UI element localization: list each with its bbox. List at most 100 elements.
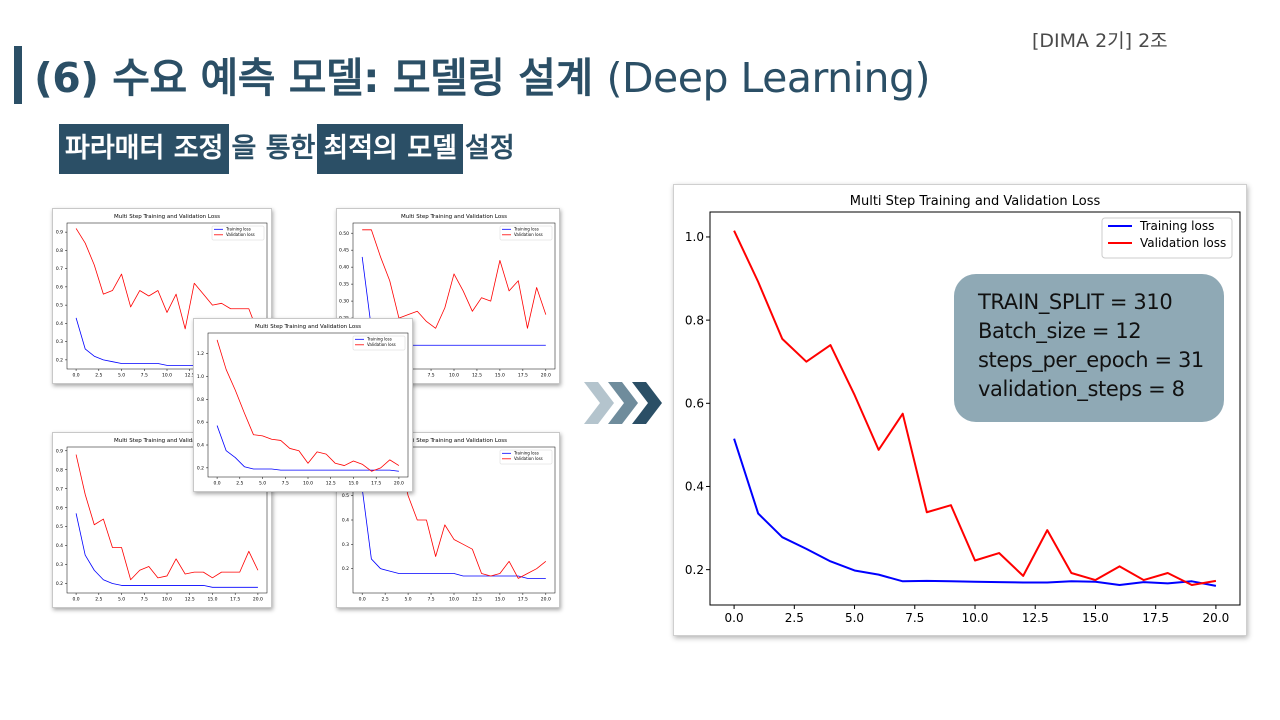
- thumb-bottom-right-legend-label: Validation loss: [514, 456, 543, 461]
- thumb-top-right-xtick-label: 7.5: [427, 373, 434, 379]
- thumb-top-right-ytick-label: 0.40: [339, 265, 349, 271]
- thumb-top-left-series-validation-line: [75, 228, 259, 333]
- thumb-bottom-right-ytick-label: 0.2: [342, 566, 349, 572]
- thumb-bottom-left-xtick-label: 12.5: [185, 597, 195, 603]
- thumb-center-ytick-label: 0.2: [197, 465, 204, 471]
- thumb-top-right-legend-label: Validation loss: [514, 232, 543, 237]
- thumb-top-left-xtick-label: 10.0: [162, 373, 172, 379]
- param-train-split: TRAIN_SPLIT = 310: [978, 290, 1173, 314]
- thumb-top-right-ytick-label: 0.45: [339, 248, 349, 254]
- thumb-top-right-xtick-label: 12.5: [472, 373, 482, 379]
- main-chart-svg: Multi Step Training and Validation Loss 0…: [685, 194, 1241, 625]
- param-steps-per-epoch: steps_per_epoch = 31: [978, 348, 1204, 372]
- main-xtick-label: 17.5: [1142, 611, 1169, 625]
- thumb-bottom-right-xtick-label: 2.5: [382, 597, 389, 603]
- slide-title-main: (6) 수요 예측 모델: 모델링 설계: [34, 54, 593, 102]
- thumb-top-left-legend-label: Training loss: [225, 227, 251, 232]
- thumb-top-left-xtick-label: 0.0: [73, 373, 80, 379]
- thumb-top-left-ytick-label: 0.6: [56, 284, 63, 290]
- thumbnail-chart-bottom-right-svg: Multi Step Training and Validation Loss 0…: [342, 438, 556, 603]
- slide-title: (6) 수요 예측 모델: 모델링 설계 (Deep Learning): [34, 44, 931, 104]
- thumb-bottom-left-ytick-label: 0.2: [56, 581, 63, 587]
- thumb-bottom-left-series-training-line: [75, 513, 258, 588]
- param-validation-steps: validation_steps = 8: [978, 377, 1185, 401]
- thumb-top-left-ytick-label: 0.2: [56, 357, 63, 363]
- main-xtick-label: 10.0: [962, 611, 989, 625]
- subtitle: 파라매터 조정 을 통한 최적의 모델 설정: [59, 124, 517, 174]
- thumb-top-right-legend-label: Training loss: [513, 227, 539, 232]
- thumb-top-left-legend: [211, 225, 265, 241]
- thumb-top-left-legend-label: Validation loss: [226, 232, 255, 237]
- main-ytick-label: 1.0: [685, 230, 704, 244]
- main-xtick-label: 20.0: [1203, 611, 1230, 625]
- thumb-center-ytick-label: 0.8: [197, 397, 204, 403]
- thumb-bottom-right-xtick-label: 17.5: [518, 597, 528, 603]
- thumb-bottom-right-legend-label: Training loss: [513, 451, 539, 456]
- subtitle-highlight-1: 파라매터 조정: [59, 124, 230, 174]
- param-batch-size: Batch_size = 12: [978, 319, 1142, 343]
- subtitle-highlight-2: 최적의 모델: [317, 124, 463, 174]
- thumb-top-right-xtick-label: 20.0: [541, 373, 551, 379]
- thumb-top-left-xtick-label: 7.5: [141, 373, 148, 379]
- thumb-center-title: Multi Step Training and Validation Loss: [255, 324, 361, 330]
- thumb-top-right-ytick-label: 0.35: [339, 282, 349, 288]
- thumb-bottom-left-series-validation-line: [75, 454, 259, 581]
- thumb-top-left-ytick-label: 0.3: [56, 339, 63, 345]
- chevron-arrows-icon: [584, 382, 662, 424]
- thumb-center-xtick-label: 2.5: [236, 481, 243, 487]
- title-accent-bar: [14, 46, 22, 104]
- thumb-bottom-left-xtick-label: 0.0: [73, 597, 80, 603]
- thumb-bottom-right-xtick-label: 20.0: [541, 597, 551, 603]
- thumb-bottom-right-xtick-label: 12.5: [472, 597, 482, 603]
- thumb-bottom-left-title: Multi Step Training and Validation Loss: [114, 438, 220, 444]
- main-xtick-label: 15.0: [1082, 611, 1109, 625]
- main-legend-label: Validation loss: [1140, 236, 1226, 250]
- main-xtick-label: 7.5: [905, 611, 924, 625]
- thumb-center-legend: [352, 335, 406, 351]
- main-ytick-label: 0.2: [685, 563, 704, 577]
- thumb-bottom-left-ytick-label: 0.7: [56, 486, 63, 492]
- thumb-top-right-legend: [499, 225, 553, 241]
- thumb-top-left-ytick-label: 0.9: [56, 230, 63, 236]
- thumb-top-left-ytick-label: 0.5: [56, 303, 63, 309]
- thumb-bottom-right-title: Multi Step Training and Validation Loss: [401, 438, 507, 444]
- thumb-center-plot-frame: [207, 332, 409, 478]
- thumb-bottom-left-xtick-label: 2.5: [95, 597, 102, 603]
- thumb-bottom-left-ytick-label: 0.6: [56, 505, 63, 511]
- thumb-bottom-left-ytick-label: 0.8: [56, 467, 63, 473]
- thumb-bottom-left-xtick-label: 15.0: [207, 597, 217, 603]
- thumb-top-left-ytick-label: 0.8: [56, 248, 63, 254]
- main-ytick-label: 0.6: [685, 397, 704, 411]
- thumb-top-left-ytick-label: 0.7: [56, 266, 63, 272]
- thumbnail-chart-center-svg: Multi Step Training and Validation Loss 0…: [197, 324, 409, 487]
- thumb-top-left-title: Multi Step Training and Validation Loss: [114, 214, 220, 220]
- thumb-center-legend-label: Validation loss: [367, 342, 396, 347]
- thumb-bottom-right-xtick-label: 5.0: [405, 597, 412, 603]
- thumb-center-ytick-label: 0.4: [197, 443, 204, 449]
- thumb-bottom-right-legend: [499, 449, 553, 465]
- thumb-bottom-left-xtick-label: 10.0: [162, 597, 172, 603]
- thumbnail-chart-top-left-svg: Multi Step Training and Validation Loss 0…: [56, 214, 268, 379]
- thumb-top-left-xtick-label: 12.5: [185, 373, 195, 379]
- thumb-bottom-left-ytick-label: 0.4: [56, 543, 63, 549]
- thumb-bottom-right-xtick-label: 7.5: [427, 597, 434, 603]
- thumb-bottom-left-ytick-label: 0.3: [56, 562, 63, 568]
- thumb-top-right-xtick-label: 15.0: [495, 373, 505, 379]
- thumb-bottom-right-series-training-line: [361, 488, 546, 579]
- thumb-center-ytick-label: 1.0: [197, 374, 204, 380]
- thumb-bottom-right-xtick-label: 10.0: [449, 597, 459, 603]
- thumb-bottom-left-xtick-label: 5.0: [118, 597, 125, 603]
- thumb-bottom-left-ytick-label: 0.5: [56, 524, 63, 530]
- main-xtick-label: 5.0: [845, 611, 864, 625]
- thumb-center-ytick-label: 1.2: [197, 351, 204, 357]
- thumb-center-xtick-label: 7.5: [282, 481, 289, 487]
- main-xtick-label: 2.5: [785, 611, 804, 625]
- thumb-bottom-right-ytick-label: 0.3: [342, 542, 349, 548]
- thumbnail-chart-center: Multi Step Training and Validation Loss 0…: [193, 318, 413, 492]
- team-tag: [DIMA 2기] 2조: [1032, 30, 1168, 52]
- thumb-top-right-xtick-label: 17.5: [518, 373, 528, 379]
- thumb-top-left-ytick-label: 0.4: [56, 321, 63, 327]
- subtitle-text-2: 설정: [464, 133, 515, 164]
- thumb-center-xtick-label: 20.0: [394, 481, 404, 487]
- thumb-bottom-right-ytick-label: 0.5: [342, 493, 349, 499]
